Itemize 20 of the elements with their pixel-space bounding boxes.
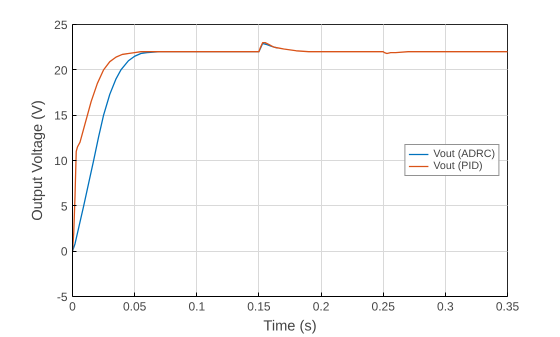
line-series [72, 42, 508, 252]
x-tick-label: 0.25 [372, 300, 396, 314]
y-tick-label: 0 [60, 244, 68, 259]
y-tick-label: 5 [60, 199, 68, 214]
y-tick-label: 15 [54, 108, 68, 123]
y-tick-label: -5 [56, 290, 68, 304]
x-axis-title: Time (s) [263, 318, 317, 334]
legend-label: Vout (ADRC) [433, 148, 495, 160]
x-tick-label: 0.2 [312, 300, 330, 314]
y-tick-label: 10 [54, 154, 68, 168]
x-tick-label: 0.1 [188, 300, 206, 314]
y-axis-title: Output Voltage (V) [30, 100, 46, 221]
x-tick-label: 0.05 [122, 300, 147, 314]
y-tick-label: 20 [54, 63, 68, 78]
x-tick-label: 0.15 [247, 300, 271, 314]
legend-label: Vout (PID) [433, 160, 483, 172]
x-tick-label: 0.35 [496, 300, 520, 314]
x-tick-label: 0.3 [437, 300, 454, 314]
x-tick-label: 0 [69, 300, 76, 314]
y-tick-label: 25 [54, 18, 68, 32]
